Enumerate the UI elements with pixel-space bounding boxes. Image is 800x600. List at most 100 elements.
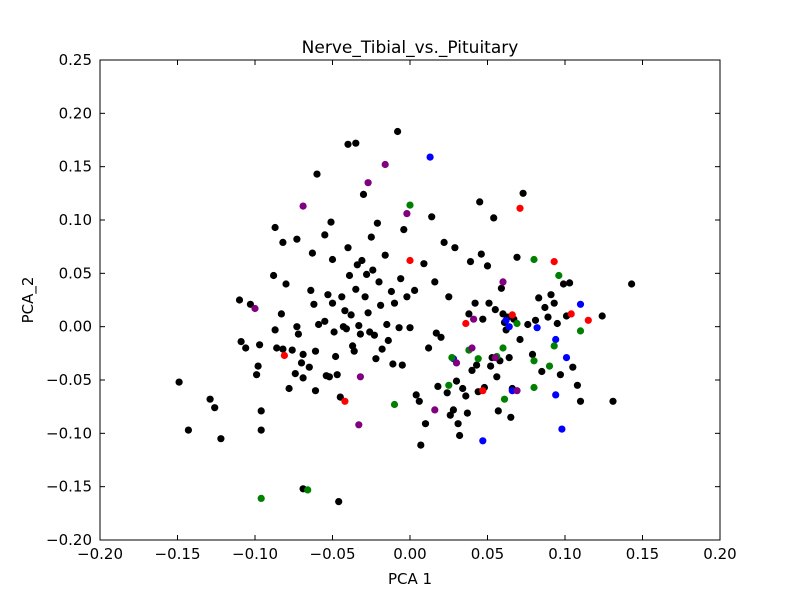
data-point-black: [328, 299, 337, 307]
data-point-black: [384, 336, 392, 345]
data-point-black: [507, 413, 515, 421]
data-point-black: [411, 286, 419, 294]
data-point-red: [406, 256, 414, 265]
data-point-red: [584, 316, 592, 324]
data-point-red: [479, 387, 487, 395]
data-point-black: [544, 313, 552, 321]
data-point-black: [305, 363, 313, 371]
data-point-black: [369, 266, 377, 274]
data-point-black: [477, 250, 485, 258]
data-point-green: [500, 395, 509, 403]
data-point-black: [483, 262, 492, 270]
data-point-black: [321, 317, 329, 325]
data-point-black: [400, 226, 408, 234]
data-point-black: [569, 363, 577, 371]
data-point-black: [513, 253, 521, 261]
data-point-black: [299, 350, 307, 358]
data-point-blue: [502, 316, 510, 324]
data-point-black: [431, 278, 439, 286]
data-point-black: [415, 397, 423, 405]
data-point-purple: [431, 406, 439, 414]
data-point-black: [257, 407, 265, 415]
data-point-green: [499, 344, 507, 352]
data-point-black: [456, 431, 464, 440]
data-point-black: [398, 361, 406, 369]
data-point-black: [184, 426, 192, 434]
data-point-blue: [576, 300, 585, 308]
data-point-black: [550, 299, 558, 307]
data-point-green: [448, 354, 456, 362]
data-point-black: [493, 373, 501, 381]
data-point-black: [566, 279, 574, 287]
data-point-black: [387, 287, 395, 296]
data-point-black: [333, 371, 341, 379]
data-point-black: [443, 389, 451, 397]
data-point-black: [254, 362, 262, 370]
data-point-purple: [513, 387, 521, 395]
data-point-blue: [552, 391, 560, 399]
data-point-black: [476, 198, 484, 206]
data-point-green: [555, 271, 563, 280]
data-point-black: [345, 271, 354, 280]
data-point-black: [332, 352, 340, 361]
y-tick-label: 0.20: [59, 104, 92, 122]
data-point-black: [336, 393, 344, 401]
data-point-black: [335, 498, 343, 506]
data-point-purple: [356, 373, 364, 381]
data-point-black: [462, 392, 470, 400]
data-point-black: [576, 397, 585, 405]
data-point-black: [465, 310, 473, 318]
data-point-black: [628, 280, 636, 288]
data-point-black: [359, 190, 368, 198]
data-point-black: [395, 324, 403, 332]
data-point-black: [217, 435, 225, 443]
data-point-purple: [470, 315, 478, 323]
data-point-black: [271, 326, 279, 334]
x-tick-label: 0.05: [471, 545, 504, 563]
data-point-black: [383, 320, 391, 329]
data-point-black: [434, 382, 442, 390]
data-point-purple: [468, 344, 476, 352]
data-point-black: [324, 291, 332, 299]
data-point-black: [397, 275, 405, 283]
data-point-black: [445, 293, 453, 301]
data-point-black: [321, 231, 329, 239]
data-point-black: [355, 322, 363, 330]
data-point-black: [356, 330, 364, 338]
data-point-black: [277, 310, 285, 318]
data-point-black: [293, 323, 301, 331]
data-point-black: [246, 300, 254, 308]
data-point-black: [437, 333, 445, 341]
data-point-black: [547, 291, 555, 299]
data-point-black: [491, 306, 499, 314]
data-point-green: [445, 381, 453, 389]
data-point-black: [485, 299, 493, 307]
data-point-black: [328, 255, 337, 264]
data-point-black: [338, 293, 346, 301]
data-point-black: [479, 315, 487, 323]
x-tick-label: 0.20: [703, 545, 736, 563]
data-point-black: [524, 320, 532, 329]
y-tick-label: 0.15: [59, 158, 92, 176]
x-tick-label: 0.15: [626, 545, 659, 563]
data-point-green: [530, 357, 538, 365]
y-tick-label: −0.10: [46, 424, 92, 442]
data-point-black: [341, 307, 349, 315]
data-point-blue: [426, 153, 434, 161]
data-point-black: [378, 345, 386, 353]
data-point-black: [556, 371, 565, 379]
data-point-purple: [251, 304, 259, 313]
data-point-black: [297, 359, 306, 367]
data-point-blue: [558, 425, 566, 433]
data-point-black: [519, 189, 527, 197]
data-point-black: [377, 301, 385, 309]
data-point-black: [468, 366, 476, 374]
y-tick-label: 0.00: [59, 318, 92, 336]
data-point-black: [206, 395, 214, 403]
data-point-black: [330, 328, 338, 336]
data-point-black: [350, 347, 358, 355]
y-tick-label: 0.10: [59, 211, 92, 229]
data-point-black: [256, 341, 264, 349]
data-point-black: [473, 361, 481, 369]
data-point-black: [358, 256, 366, 265]
